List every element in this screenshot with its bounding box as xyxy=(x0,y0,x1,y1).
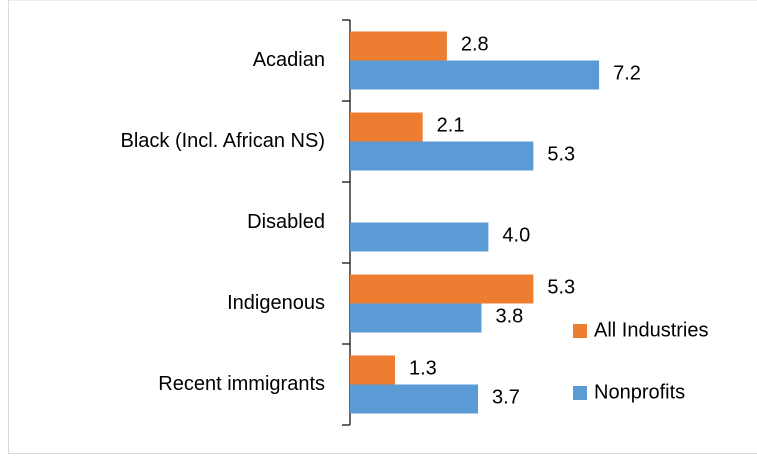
legend-swatch xyxy=(573,386,587,400)
chart-border xyxy=(8,0,757,454)
bar xyxy=(350,141,534,171)
legend-label: Nonprofits xyxy=(594,381,685,403)
bar xyxy=(350,274,534,304)
value-label: 2.1 xyxy=(437,114,465,136)
value-label: 3.7 xyxy=(492,386,520,408)
category-label: Indigenous xyxy=(227,292,325,314)
value-label: 3.8 xyxy=(495,305,523,327)
legend-swatch xyxy=(573,324,587,338)
category-label: Black (Incl. African NS) xyxy=(120,130,325,152)
legend-label: All Industries xyxy=(594,319,709,341)
category-label: Disabled xyxy=(247,211,325,233)
value-label: 2.8 xyxy=(461,33,489,55)
bar xyxy=(350,355,395,385)
bar xyxy=(350,303,482,333)
value-label: 7.2 xyxy=(613,62,641,84)
category-label: Acadian xyxy=(253,49,325,71)
value-label: 5.3 xyxy=(547,143,575,165)
bar xyxy=(350,222,489,252)
value-label: 5.3 xyxy=(547,276,575,298)
value-label: 4.0 xyxy=(502,224,530,246)
category-label: Recent immigrants xyxy=(158,373,325,395)
value-label: 1.3 xyxy=(409,357,437,379)
bar xyxy=(350,60,600,90)
bar xyxy=(350,384,479,414)
bar xyxy=(350,31,447,61)
bar xyxy=(350,112,423,142)
